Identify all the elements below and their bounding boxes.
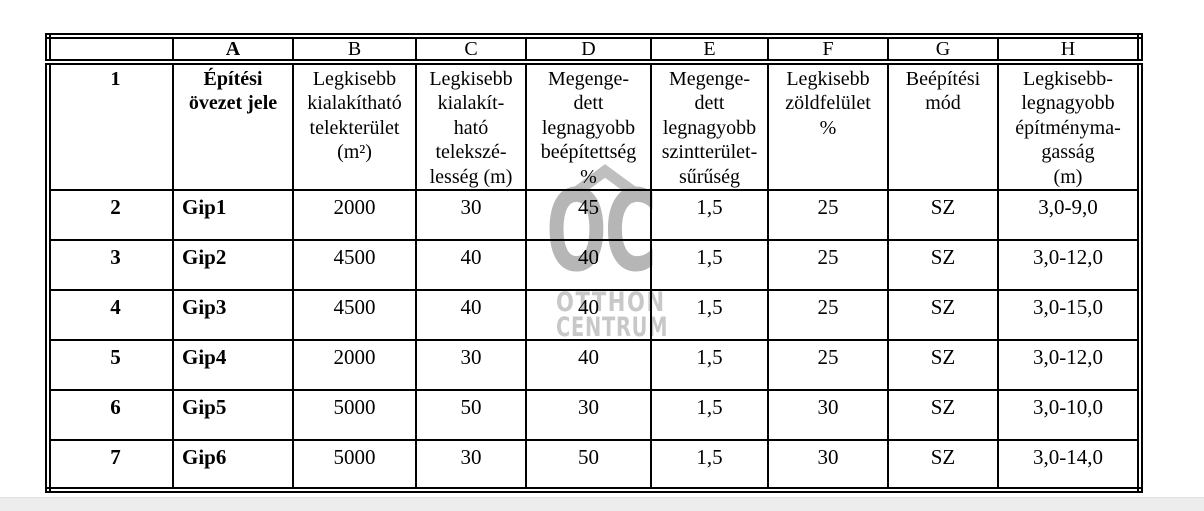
- building-height: 3,0-12,0: [997, 338, 1141, 391]
- min-plot-area: 2000: [292, 188, 417, 241]
- min-green-surface: 25: [767, 338, 889, 391]
- zoning-table: A B C D E F G H 1 Építési övezet jele Le…: [45, 33, 1143, 493]
- min-plot-area: 5000: [292, 438, 417, 491]
- row-number: 3: [47, 238, 174, 291]
- min-plot-width: 40: [415, 288, 527, 341]
- table-row: 7 Gip6 5000 30 50 1,5 30 SZ 3,0-14,0: [47, 438, 1141, 491]
- building-mode: SZ: [887, 338, 999, 391]
- max-floor-area-ratio: 1,5: [650, 238, 769, 291]
- table-row: 6 Gip5 5000 50 30 1,5 30 SZ 3,0-10,0: [47, 388, 1141, 441]
- min-plot-width: 40: [415, 238, 527, 291]
- max-coverage: 40: [525, 338, 652, 391]
- min-plot-area: 4500: [292, 288, 417, 341]
- zone-sign: Gip5: [172, 388, 294, 441]
- header-min-plot-width: Legkisebb kialakít- ható telekszé- lessé…: [415, 61, 527, 191]
- min-plot-width: 50: [415, 388, 527, 441]
- min-plot-area: 5000: [292, 388, 417, 441]
- building-mode: SZ: [887, 188, 999, 241]
- building-height: 3,0-12,0: [997, 238, 1141, 291]
- col-header-f: F: [767, 35, 889, 65]
- zone-sign: Gip3: [172, 288, 294, 341]
- header-min-plot-area: Legkisebb kialakítható telekterület (m²): [292, 61, 417, 191]
- header-building-height: Legkisebb- legnagyobb építményma- gasság…: [997, 61, 1141, 191]
- building-height: 3,0-10,0: [997, 388, 1141, 441]
- building-height: 3,0-14,0: [997, 438, 1141, 491]
- min-green-surface: 30: [767, 388, 889, 441]
- building-mode: SZ: [887, 238, 999, 291]
- min-green-surface: 25: [767, 238, 889, 291]
- column-letters-row: A B C D E F G H: [47, 35, 1141, 65]
- building-mode: SZ: [887, 288, 999, 341]
- corner-cell: [47, 35, 174, 65]
- header-building-mode: Beépítési mód: [887, 61, 999, 191]
- col-header-g: G: [887, 35, 999, 65]
- col-header-e: E: [650, 35, 769, 65]
- row-number: 2: [47, 188, 174, 241]
- max-coverage: 30: [525, 388, 652, 441]
- max-coverage: 40: [525, 288, 652, 341]
- zone-sign: Gip2: [172, 238, 294, 291]
- table-row: 4 Gip3 4500 40 40 1,5 25 SZ 3,0-15,0: [47, 288, 1141, 341]
- bottom-bar: [0, 497, 1204, 511]
- min-green-surface: 25: [767, 288, 889, 341]
- min-plot-width: 30: [415, 188, 527, 241]
- row-number: 6: [47, 388, 174, 441]
- max-floor-area-ratio: 1,5: [650, 188, 769, 241]
- max-coverage: 40: [525, 238, 652, 291]
- max-floor-area-ratio: 1,5: [650, 338, 769, 391]
- building-mode: SZ: [887, 388, 999, 441]
- max-floor-area-ratio: 1,5: [650, 438, 769, 491]
- row-number: 1: [47, 61, 174, 191]
- table-row: 5 Gip4 2000 30 40 1,5 25 SZ 3,0-12,0: [47, 338, 1141, 391]
- table-row: 2 Gip1 2000 30 45 1,5 25 SZ 3,0-9,0: [47, 188, 1141, 241]
- table-row: 3 Gip2 4500 40 40 1,5 25 SZ 3,0-12,0: [47, 238, 1141, 291]
- zone-sign: Gip6: [172, 438, 294, 491]
- min-plot-area: 2000: [292, 338, 417, 391]
- max-floor-area-ratio: 1,5: [650, 288, 769, 341]
- max-coverage: 50: [525, 438, 652, 491]
- building-height: 3,0-9,0: [997, 188, 1141, 241]
- min-plot-width: 30: [415, 338, 527, 391]
- col-header-d: D: [525, 35, 652, 65]
- header-zone-sign: Építési övezet jele: [172, 61, 294, 191]
- zone-sign: Gip4: [172, 338, 294, 391]
- min-green-surface: 30: [767, 438, 889, 491]
- col-header-b: B: [292, 35, 417, 65]
- col-header-c: C: [415, 35, 527, 65]
- row-number: 7: [47, 438, 174, 491]
- max-floor-area-ratio: 1,5: [650, 388, 769, 441]
- header-max-floor-area-ratio: Megenge- dett legnagyobb szintterület- s…: [650, 61, 769, 191]
- building-height: 3,0-15,0: [997, 288, 1141, 341]
- zone-sign: Gip1: [172, 188, 294, 241]
- row-number: 4: [47, 288, 174, 341]
- col-header-a: A: [172, 35, 294, 65]
- min-green-surface: 25: [767, 188, 889, 241]
- header-min-green-surface: Legkisebb zöldfelület %: [767, 61, 889, 191]
- header-row: 1 Építési övezet jele Legkisebb kialakít…: [47, 61, 1141, 191]
- max-coverage: 45: [525, 188, 652, 241]
- building-mode: SZ: [887, 438, 999, 491]
- header-max-coverage: Megenge- dett legnagyobb beépítettség %: [525, 61, 652, 191]
- col-header-h: H: [997, 35, 1141, 65]
- row-number: 5: [47, 338, 174, 391]
- min-plot-area: 4500: [292, 238, 417, 291]
- min-plot-width: 30: [415, 438, 527, 491]
